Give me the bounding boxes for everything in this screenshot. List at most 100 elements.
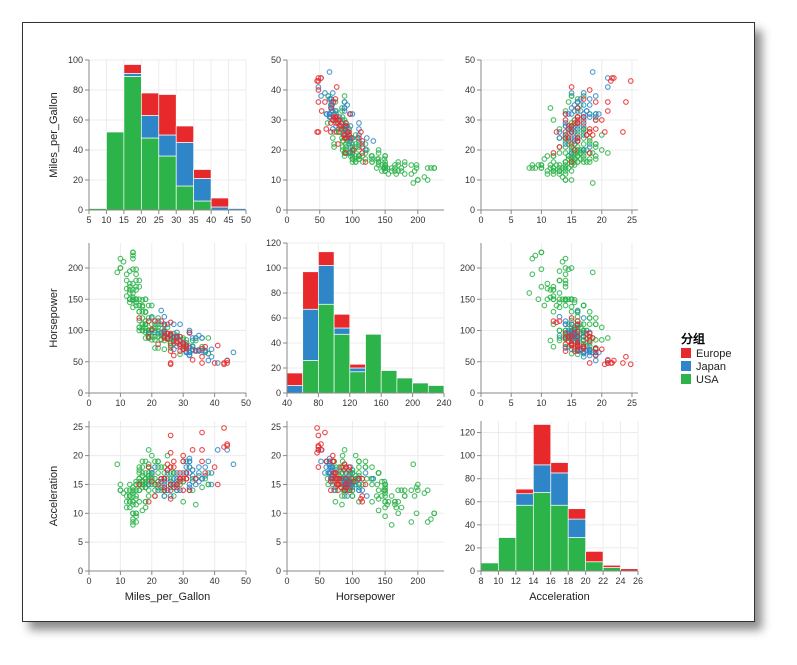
panel-Miles_per_Gallon-vs-Horsepower — [314, 69, 438, 186]
point-europe — [568, 84, 575, 90]
point-usa — [136, 317, 143, 324]
y-tick-label: 40 — [465, 520, 475, 530]
point-europe — [202, 470, 209, 476]
point-europe — [177, 478, 183, 485]
y-tick-label: 0 — [470, 388, 475, 398]
point-usa — [158, 484, 165, 491]
point-usa — [117, 481, 124, 488]
point-usa — [375, 496, 382, 502]
point-usa — [133, 299, 139, 306]
point-japan — [556, 332, 563, 339]
point-europe — [170, 464, 177, 471]
point-usa — [130, 490, 136, 496]
point-europe — [574, 321, 581, 328]
x-tick-label: 0 — [478, 398, 483, 408]
y-tick-label: 60 — [465, 497, 475, 507]
point-usa — [550, 117, 557, 123]
point-japan — [145, 481, 152, 488]
y-tick-label: 15 — [73, 479, 83, 489]
point-usa — [408, 487, 415, 494]
panel-Acceleration-vs-Horsepower — [314, 425, 438, 528]
point-japan — [341, 105, 348, 111]
point-usa — [547, 105, 554, 111]
y-tick-label: 100 — [460, 326, 475, 336]
point-europe — [199, 353, 205, 360]
bar-usa — [175, 185, 195, 211]
point-usa — [550, 308, 557, 315]
point-usa — [196, 472, 202, 479]
point-usa — [431, 165, 438, 171]
point-usa — [356, 141, 362, 147]
point-europe — [341, 461, 348, 468]
bar-europe — [193, 169, 212, 179]
point-usa — [341, 493, 348, 499]
point-usa — [550, 293, 557, 299]
point-japan — [329, 90, 336, 96]
point-usa — [535, 296, 542, 303]
point-europe — [214, 342, 221, 349]
point-europe — [180, 458, 187, 465]
x-tick-label: 50 — [315, 576, 325, 586]
point-usa — [133, 519, 139, 525]
point-japan — [586, 352, 593, 359]
point-usa — [565, 138, 572, 144]
point-usa — [408, 519, 415, 525]
point-usa — [568, 147, 575, 153]
point-usa — [538, 266, 545, 273]
point-usa — [577, 150, 584, 156]
point-usa — [385, 498, 392, 505]
point-usa — [356, 153, 362, 159]
point-usa — [152, 337, 158, 343]
point-usa — [580, 321, 587, 328]
point-usa — [167, 470, 174, 476]
point-usa — [559, 296, 566, 303]
y-tick-label: 20 — [465, 145, 475, 155]
x-axis-title: Miles_per_Gallon — [125, 591, 211, 603]
point-japan — [562, 345, 569, 351]
point-usa — [401, 171, 408, 177]
point-japan — [326, 470, 333, 476]
point-usa — [133, 487, 139, 494]
point-usa — [556, 126, 563, 132]
point-europe — [610, 75, 617, 81]
point-usa — [170, 493, 177, 499]
point-usa — [382, 159, 388, 165]
point-europe — [574, 105, 581, 111]
point-japan — [208, 470, 215, 476]
point-japan — [174, 475, 180, 482]
point-europe — [136, 315, 143, 321]
point-usa — [139, 484, 146, 491]
point-japan — [568, 135, 575, 141]
point-usa — [568, 156, 575, 162]
point-usa — [580, 141, 587, 147]
y-tick-label: 100 — [460, 451, 475, 461]
bar-usa — [567, 537, 587, 572]
point-japan — [363, 135, 370, 141]
point-usa — [547, 337, 554, 344]
x-tick-label: 25 — [154, 215, 164, 225]
point-europe — [161, 328, 168, 335]
point-usa — [359, 153, 366, 159]
point-usa — [556, 268, 563, 274]
point-europe — [174, 338, 180, 344]
point-usa — [145, 493, 152, 499]
point-europe — [565, 135, 572, 141]
point-europe — [315, 99, 322, 105]
point-japan — [189, 472, 196, 479]
point-europe — [604, 108, 611, 114]
y-tick-label: 10 — [271, 175, 281, 185]
point-usa — [571, 117, 578, 123]
point-usa — [155, 478, 161, 485]
point-usa — [130, 510, 136, 517]
point-usa — [547, 165, 554, 171]
point-usa — [568, 168, 575, 174]
point-europe — [315, 464, 322, 471]
y-tick-label: 50 — [465, 357, 475, 367]
point-europe — [158, 318, 165, 324]
point-usa — [580, 156, 587, 162]
point-usa — [164, 475, 171, 482]
point-usa — [553, 302, 560, 309]
point-europe — [189, 357, 196, 363]
point-usa — [574, 132, 581, 138]
point-europe — [170, 338, 177, 344]
